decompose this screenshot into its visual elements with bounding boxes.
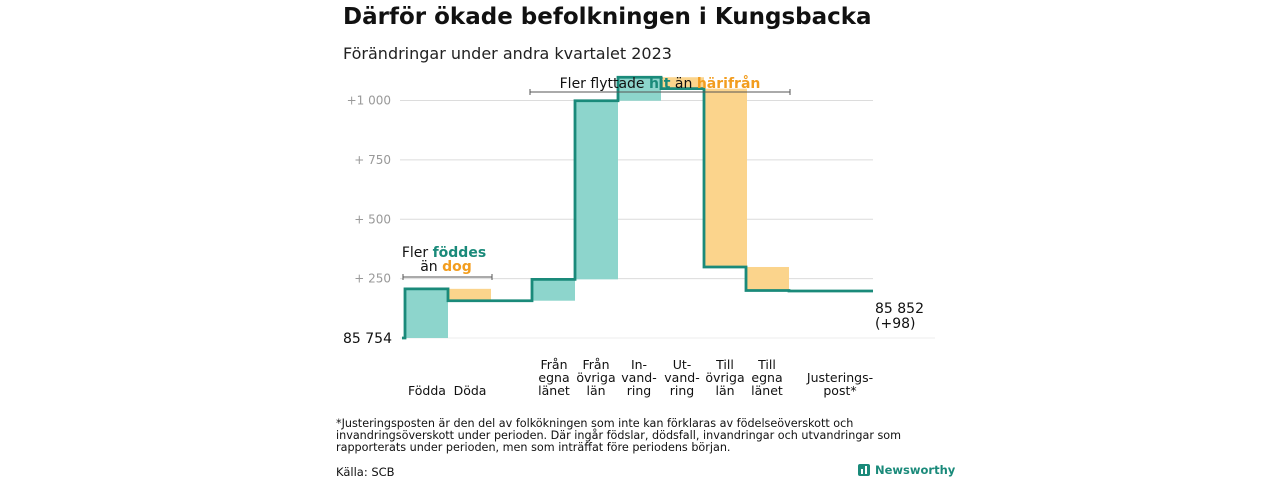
waterfall-chart: +1 000 + 750 + 500 + 250 Födda Döda Från egna lä… — [343, 75, 935, 398]
footnote: *Justeringsposten är den del av folkökni… — [336, 417, 902, 454]
waterfall-bar — [746, 266, 789, 291]
y-tick-label: + 500 — [354, 212, 391, 226]
brand-name: Newsworthy — [875, 463, 956, 477]
x-category-label: Till egna länet — [751, 357, 783, 398]
annotation-birth: Fler föddes — [402, 245, 486, 261]
x-category-label: Ut-vand-ring — [664, 357, 699, 398]
chart-title: Därför ökade befolkningen i Kungsbacka — [343, 4, 872, 30]
x-category-label: Från egna länet — [538, 357, 570, 398]
source-label: Källa: SCB — [336, 465, 395, 479]
y-tick-label: + 750 — [354, 153, 391, 167]
end-value-label: 85 852 — [875, 301, 924, 317]
waterfall-bar — [661, 77, 704, 89]
waterfall-bar — [448, 288, 491, 301]
waterfall-bar — [405, 288, 448, 338]
x-category-label: Från övriga län — [576, 357, 615, 398]
x-category-label: Döda — [454, 383, 487, 398]
waterfall-bar — [618, 77, 661, 101]
y-tick-label: + 250 — [354, 272, 391, 286]
y-tick-label: +1 000 — [347, 94, 391, 108]
chart-subtitle: Förändringar under andra kvartalet 2023 — [343, 44, 672, 63]
brand-logo: Newsworthy — [858, 463, 955, 477]
waterfall-bar — [575, 100, 618, 280]
x-category-label: In-vand-ring — [621, 357, 656, 398]
x-category-label: Till övriga län — [705, 357, 744, 398]
x-category-label: Födda — [408, 383, 446, 398]
bar-chart-icon — [858, 464, 870, 476]
annotation-migration: Fler flyttade hit än härifrån — [560, 75, 761, 92]
start-value-label: 85 754 — [343, 331, 392, 347]
waterfall-bar — [532, 279, 575, 301]
annotation-death: än dog — [420, 259, 472, 275]
cumulative-step-line — [402, 75, 873, 340]
x-category-label: Justerings-post* — [806, 370, 873, 398]
waterfall-bar — [704, 88, 747, 267]
end-change-label: (+98) — [875, 316, 915, 332]
